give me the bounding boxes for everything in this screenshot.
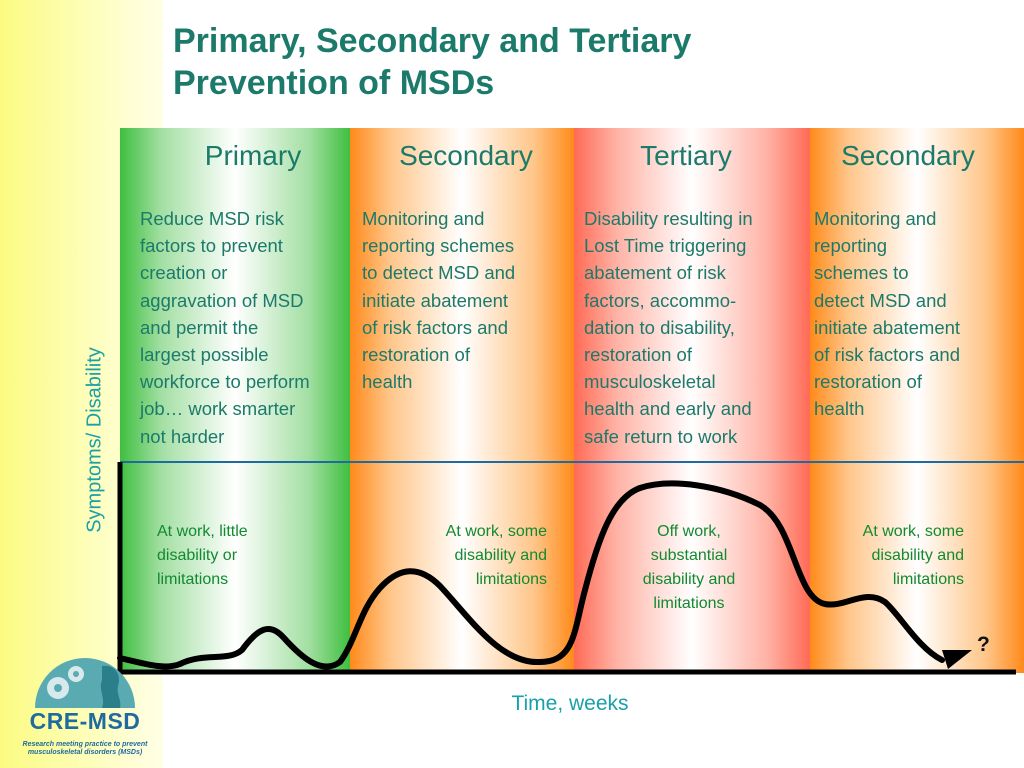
logo-tagline: Research meeting practice to prevent mus… bbox=[22, 741, 148, 756]
end-question-mark: ? bbox=[977, 633, 990, 656]
slide-title-line-1: Primary, Secondary and Tertiary bbox=[173, 22, 692, 60]
secondary-heading: Secondary bbox=[399, 140, 533, 171]
y-axis-label-text: Symptoms/ Disability bbox=[83, 347, 106, 533]
secondary-band-2 bbox=[810, 128, 1024, 673]
secondary-heading-2: Secondary bbox=[841, 140, 975, 171]
secondary-description: Monitoring and reporting schemes to dete… bbox=[362, 208, 516, 393]
tertiary-heading: Tertiary bbox=[640, 140, 732, 171]
logo-name: CRE-MSD bbox=[29, 708, 141, 734]
tertiary-band bbox=[574, 128, 810, 673]
tertiary-curve-label: Off work, substantial disability and lim… bbox=[642, 523, 736, 612]
logo-emblem bbox=[35, 658, 135, 708]
curve-arrowhead bbox=[942, 650, 972, 669]
disability-curve bbox=[117, 480, 945, 670]
secondary-curve-label: At work, some disability and limitations bbox=[445, 523, 547, 588]
primary-band bbox=[120, 128, 350, 673]
slide-title-line-2: Prevention of MSDs bbox=[173, 64, 495, 102]
slide-title: Primary, Secondary and Tertiary Preventi… bbox=[173, 20, 1013, 104]
primary-heading: Primary bbox=[204, 140, 302, 171]
primary-description: Reduce MSD risk factors to prevent creat… bbox=[140, 208, 310, 447]
cre-msd-logo: CRE-MSD Research meeting practice to pre… bbox=[10, 650, 160, 760]
tertiary-description: Disability resulting in Lost Time trigge… bbox=[584, 208, 753, 447]
secondary-description-2: Monitoring and reporting schemes to dete… bbox=[814, 208, 961, 420]
logo-profile-icon bbox=[100, 665, 121, 708]
secondary-curve-label-2: At work, some disability and limitations bbox=[862, 523, 964, 588]
x-axis-label: Time, weeks bbox=[511, 692, 629, 715]
primary-curve-label: At work, little disability or limitation… bbox=[157, 523, 248, 588]
